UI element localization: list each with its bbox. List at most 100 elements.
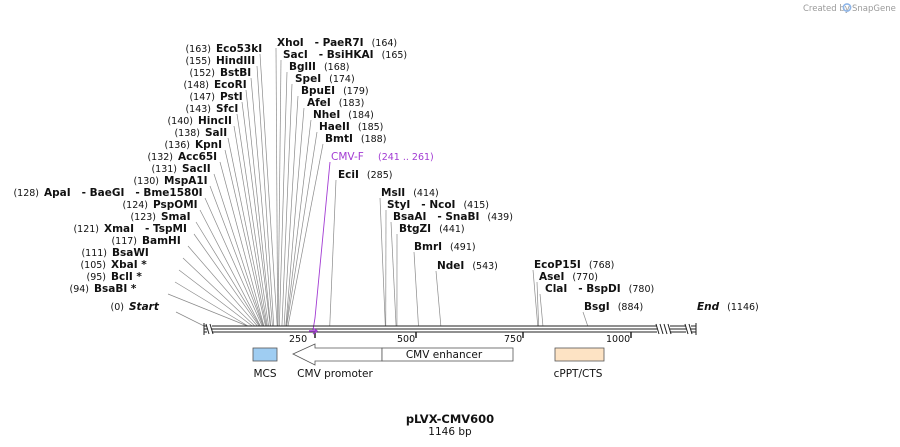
site-name: SalI xyxy=(205,127,227,139)
site-spei[interactable]: SpeI (174) xyxy=(295,73,355,85)
feature-cmv-enhancer[interactable]: CMV enhancer xyxy=(381,347,514,362)
site-position: (183) xyxy=(339,98,365,109)
site-position: (143) xyxy=(185,104,211,115)
site-btgzi[interactable]: BtgZI (441) xyxy=(399,223,465,235)
site-xbai[interactable]: XbaI * (105) xyxy=(80,259,147,271)
site-name: SacII xyxy=(182,163,211,175)
leader-line-hincii xyxy=(233,125,268,327)
site-name: BsaBI * xyxy=(94,283,137,295)
site-name: EcoP15I xyxy=(534,259,581,271)
site-nhei[interactable]: NheI (184) xyxy=(313,109,374,121)
site-bmri[interactable]: BmrI (491) xyxy=(414,241,476,253)
site-clai-bspdi[interactable]: ClaI - BspDI (780) xyxy=(545,283,654,295)
site-ecii[interactable]: EciI (285) xyxy=(338,169,392,181)
leader-line-xmai-tspmi xyxy=(193,233,260,327)
site-pspomi[interactable]: PspOMI (124) xyxy=(122,199,197,211)
credit-brand: SnapGene xyxy=(852,4,896,14)
site-name: BstBI xyxy=(220,67,251,79)
site-acc65i[interactable]: Acc65I (132) xyxy=(147,151,217,163)
site-position: (884) xyxy=(618,302,644,313)
site-name: BpuEI xyxy=(301,85,335,97)
site-sfci[interactable]: SfcI (143) xyxy=(185,103,238,115)
site-position: (543) xyxy=(472,261,498,272)
site-ecori[interactable]: EcoRI (148) xyxy=(183,79,246,91)
site-position: (94) xyxy=(69,284,89,295)
site-bstbi[interactable]: BstBI (152) xyxy=(189,67,251,79)
site-position: (770) xyxy=(572,272,598,283)
site-name: Start xyxy=(129,301,160,313)
site-name: EcoRI xyxy=(214,79,247,91)
site-eco53ki[interactable]: Eco53kI (163) xyxy=(185,43,262,55)
site-position: (130) xyxy=(133,176,159,187)
leader-line-msli xyxy=(379,197,386,327)
site-mspa1i[interactable]: MspA1I (130) xyxy=(133,175,207,187)
site-xhoi-paer7i[interactable]: XhoI - PaeR7I (164) xyxy=(277,37,397,49)
site-start[interactable]: Start (0) xyxy=(111,301,160,313)
site-position: (780) xyxy=(629,284,655,295)
leader-line-psti xyxy=(241,101,271,327)
site-labels: Start (0) BsaBI * (94) BclI * (95) XbaI * (105)… xyxy=(13,37,758,313)
site-position: (105) xyxy=(80,260,106,271)
site-name: NheI xyxy=(313,109,340,121)
site-name: MspA1I xyxy=(164,175,208,187)
site-end[interactable]: End (1146) xyxy=(697,301,759,313)
site-styi-ncoi[interactable]: StyI - NcoI (415) xyxy=(387,199,489,211)
site-name: Acc65I xyxy=(178,151,217,163)
site-haeii[interactable]: HaeII (185) xyxy=(319,121,383,133)
site-name: SpeI xyxy=(295,73,321,85)
leader-line-sfci xyxy=(236,113,269,327)
site-ndei[interactable]: NdeI (543) xyxy=(437,260,498,272)
site-position: (128) xyxy=(13,188,39,199)
leader-line-bcli xyxy=(174,281,249,327)
site-bsaai-snabi[interactable]: BsaAI - SnaBI (439) xyxy=(393,211,513,223)
site-msli[interactable]: MslI (414) xyxy=(381,187,439,199)
site-name: ApaI - BaeGI - Bme1580I xyxy=(44,187,203,199)
leader-line-start xyxy=(175,311,205,327)
site-name: BmtI xyxy=(325,133,353,145)
site-position: (768) xyxy=(589,260,615,271)
site-name: AseI xyxy=(539,271,564,283)
site-saci-bsihkai[interactable]: SacI - BsiHKAI (165) xyxy=(283,49,407,61)
leader-line-xhoi-paer7i xyxy=(275,47,278,327)
site-kpni[interactable]: KpnI (136) xyxy=(164,139,222,151)
site-bmti[interactable]: BmtI (188) xyxy=(325,133,386,145)
site-hindiii[interactable]: HindIII (155) xyxy=(185,55,255,67)
site-sacii[interactable]: SacII (131) xyxy=(151,163,210,175)
site-bpuei[interactable]: BpuEI (179) xyxy=(301,85,369,97)
leader-line-pspomi xyxy=(199,209,261,327)
site-hincii[interactable]: HincII (140) xyxy=(167,115,231,127)
site-sali[interactable]: SalI (138) xyxy=(174,127,227,139)
site-smai[interactable]: SmaI (123) xyxy=(130,211,190,223)
site-name: BmrI xyxy=(414,241,442,253)
site-name: BglII xyxy=(289,61,316,73)
site-afei[interactable]: AfeI (183) xyxy=(307,97,364,109)
site-ecop15i[interactable]: EcoP15I (768) xyxy=(534,259,614,271)
site-apai-baegi-bme1580i[interactable]: ApaI - BaeGI - Bme1580I (128) xyxy=(13,187,202,199)
map-title: pLVX-CMV600 xyxy=(406,412,494,426)
site-position: (168) xyxy=(324,62,350,73)
leader-line-hindiii xyxy=(256,65,275,327)
feature-cmv-promoter[interactable]: CMV promoter xyxy=(292,343,383,380)
site-position: (111) xyxy=(81,248,107,259)
site-bsgi[interactable]: BsgI (884) xyxy=(584,301,643,313)
site-psti[interactable]: PstI (147) xyxy=(189,91,242,103)
snapgene-logo-icon xyxy=(842,3,852,12)
site-bamhi[interactable]: BamHI (117) xyxy=(111,235,180,247)
site-leader-lines xyxy=(167,47,589,327)
site-position: (124) xyxy=(122,200,148,211)
site-position: (138) xyxy=(174,128,200,139)
feature-mcs[interactable]: MCS xyxy=(252,347,278,380)
primer-label[interactable]: CMV-F (241 .. 261) xyxy=(331,151,434,163)
site-bsawi[interactable]: BsaWI (111) xyxy=(81,247,148,259)
feature-cppt-cts[interactable]: cPPT/CTS xyxy=(554,347,605,380)
site-bglii[interactable]: BglII (168) xyxy=(289,61,349,73)
site-name: SfcI xyxy=(216,103,238,115)
site-xmai-tspmi[interactable]: XmaI - TspMI (121) xyxy=(73,223,186,235)
leader-line-haeii xyxy=(286,131,318,327)
site-position: (179) xyxy=(343,86,369,97)
site-bsabi[interactable]: BsaBI * (94) xyxy=(69,283,136,295)
leader-line-mspa1i xyxy=(209,185,264,327)
site-name: Eco53kI xyxy=(216,43,262,55)
site-asei[interactable]: AseI (770) xyxy=(539,271,598,283)
site-bcli[interactable]: BclI * (95) xyxy=(86,271,142,283)
